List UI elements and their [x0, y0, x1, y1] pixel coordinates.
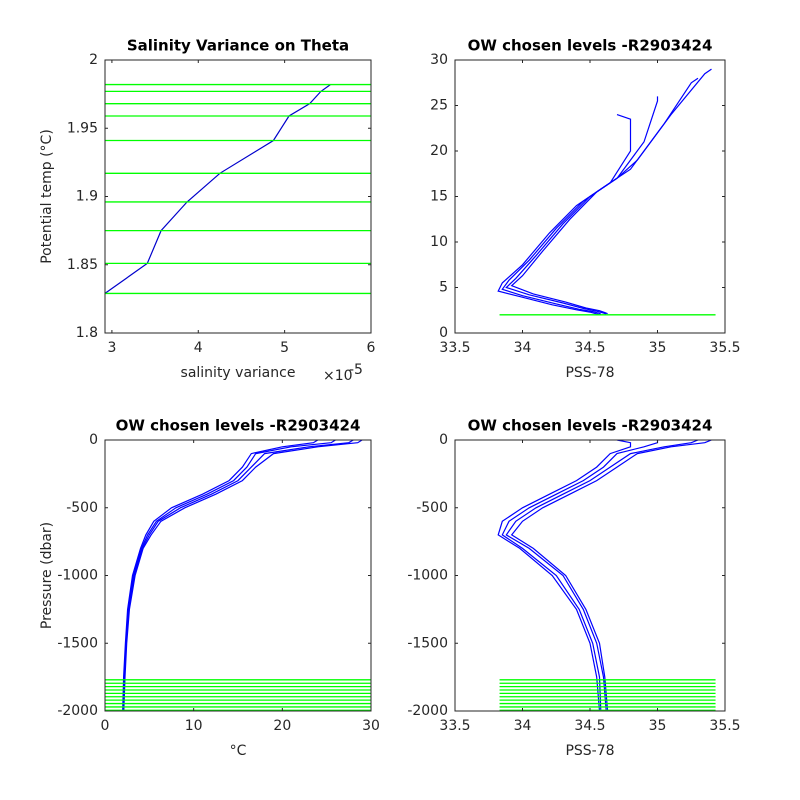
- profile-line: [497, 440, 632, 711]
- plot-area: [497, 68, 716, 316]
- x-axis-label: PSS-78: [565, 743, 614, 759]
- axes-background: [105, 60, 371, 333]
- subplot-title: OW chosen levels -R2903424: [468, 37, 713, 55]
- y-tick-label: -2000: [407, 703, 448, 719]
- y-axis-label: Pressure (dbar): [39, 522, 55, 629]
- y-tick-label: -500: [416, 500, 448, 516]
- x-tick-label: 5: [280, 340, 289, 356]
- x-multiplier-exponent: -5: [349, 362, 363, 378]
- subplot-title: Salinity Variance on Theta: [127, 37, 349, 55]
- y-tick-label: 1.9: [76, 189, 98, 205]
- y-tick-label: 20: [430, 143, 448, 159]
- x-tick-label: 20: [273, 718, 291, 734]
- profile-line: [123, 440, 363, 711]
- profile-line: [505, 440, 699, 711]
- x-tick-label: 34: [514, 340, 532, 356]
- y-tick-label: 0: [89, 432, 98, 448]
- x-tick-label: 35: [649, 718, 667, 734]
- y-tick-label: -2000: [57, 703, 98, 719]
- profile-line: [501, 96, 659, 315]
- x-tick-label: 34.5: [574, 718, 605, 734]
- x-axis-label: PSS-78: [565, 365, 614, 381]
- x-multiplier: ×10: [323, 368, 353, 384]
- y-tick-label: 25: [430, 98, 448, 114]
- x-tick-label: 35: [649, 340, 667, 356]
- plot-area: [497, 440, 716, 711]
- subplot: 0 10 20 30 -2000 -1500 -1000 -500 0 OW chosen lev…: [39, 417, 380, 760]
- y-tick-label: -1000: [57, 568, 98, 584]
- y-tick-label: 10: [430, 234, 448, 250]
- axes-background: [105, 440, 371, 711]
- y-tick-label: 0: [439, 432, 448, 448]
- x-tick-label: 34: [514, 718, 532, 734]
- x-axis-label: salinity variance: [181, 365, 296, 381]
- profile-line: [105, 84, 331, 294]
- x-tick-label: 3: [107, 340, 116, 356]
- y-tick-label: 1.95: [67, 120, 98, 136]
- y-tick-label: 30: [430, 52, 448, 68]
- y-tick-label: -1000: [407, 568, 448, 584]
- y-tick-label: 0: [439, 325, 448, 341]
- y-tick-label: -500: [66, 500, 98, 516]
- y-tick-label: 5: [439, 280, 448, 296]
- y-tick-label: 1.8: [76, 325, 98, 341]
- x-axis-label: °C: [230, 743, 247, 759]
- subplot: 3 4 5 6 1.8 1.85 1.9 1.95 2 Salinity Variance on …: [39, 37, 376, 385]
- subplot: 33.5 34 34.5 35 35.5 0 5 10 15 20 25 30 OW chosen le…: [430, 37, 740, 382]
- x-tick-label: 4: [194, 340, 203, 356]
- subplot-title: OW chosen levels -R2903424: [116, 417, 361, 435]
- x-tick-label: 34.5: [574, 340, 605, 356]
- axes-background: [455, 440, 725, 711]
- profile-line: [510, 68, 712, 315]
- subplot-title: OW chosen levels -R2903424: [468, 417, 713, 435]
- y-tick-label: -1500: [407, 635, 448, 651]
- x-tick-label: 6: [367, 340, 376, 356]
- subplot: 33.5 34 34.5 35 35.5 -2000 -1500 -1000 -500 0 OW c…: [407, 417, 740, 760]
- profile-line: [510, 440, 712, 711]
- y-tick-label: 1.85: [67, 257, 98, 273]
- y-tick-label: 2: [89, 52, 98, 68]
- x-tick-label: 35.5: [709, 340, 740, 356]
- x-tick-label: 33.5: [439, 340, 470, 356]
- x-tick-label: 33.5: [439, 718, 470, 734]
- profile-line: [501, 440, 659, 711]
- profile-line: [122, 440, 319, 711]
- x-tick-label: 35.5: [709, 718, 740, 734]
- y-tick-label: 15: [430, 189, 448, 205]
- y-tick-label: -1500: [57, 635, 98, 651]
- plot-area: [105, 83, 371, 295]
- profile-line: [497, 114, 632, 316]
- x-tick-label: 10: [185, 718, 203, 734]
- y-axis-label: Potential temp (°C): [39, 129, 55, 264]
- x-tick-label: 0: [101, 718, 110, 734]
- plot-area: [105, 440, 371, 711]
- x-tick-label: 30: [362, 718, 380, 734]
